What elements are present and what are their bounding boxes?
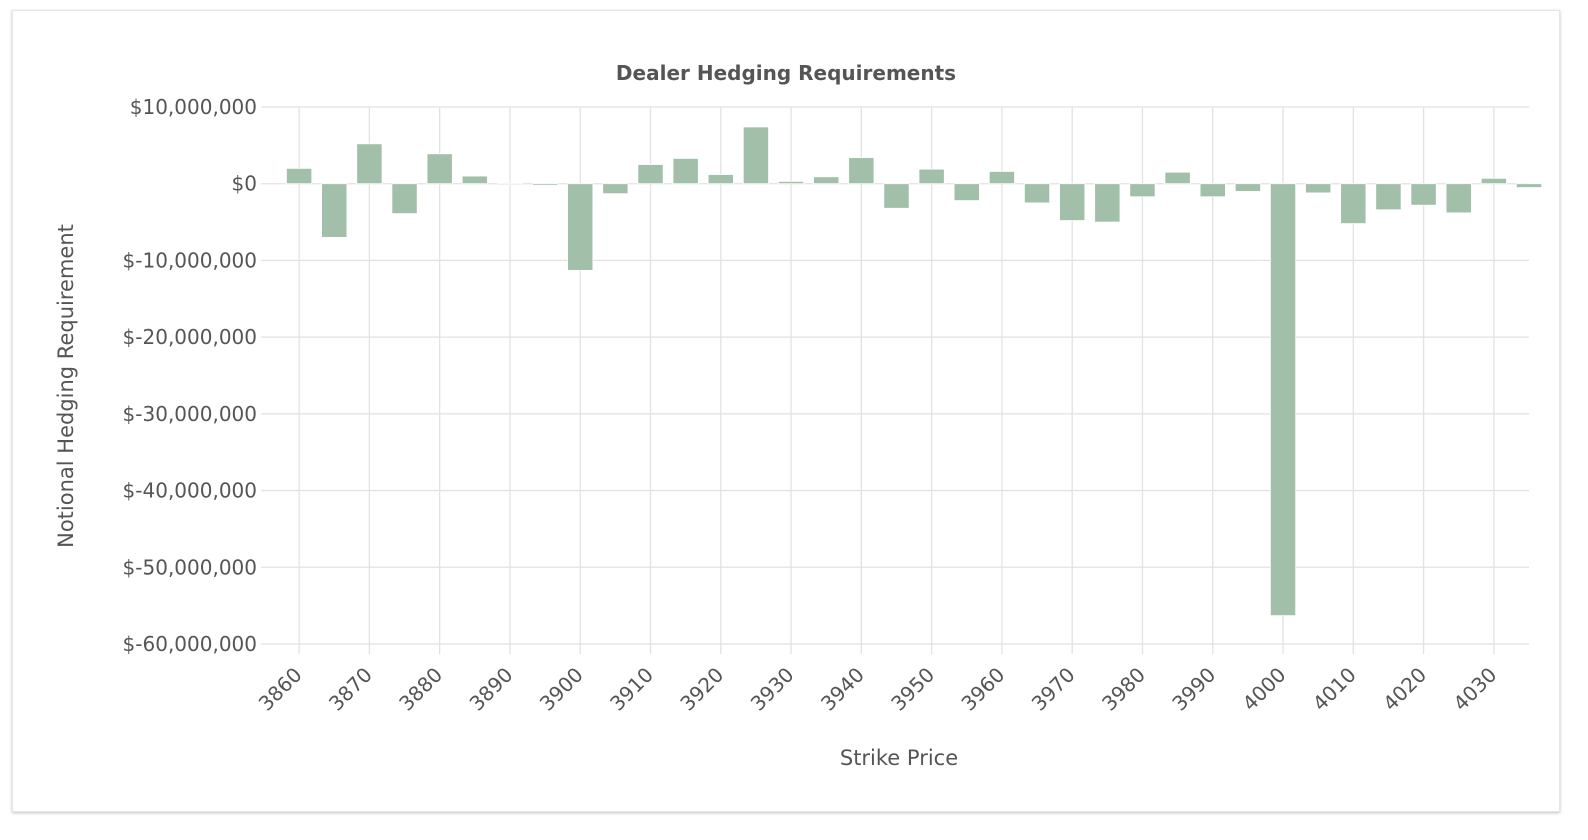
- chart-card: Dealer Hedging Requirements $10,000,000 $…: [12, 10, 1560, 812]
- bar-3970[interactable]: [1059, 183, 1086, 221]
- bar-4005[interactable]: [1305, 183, 1332, 194]
- x-tick-label: 3970: [1027, 663, 1080, 716]
- bar-3940[interactable]: [848, 157, 875, 185]
- bar-3895[interactable]: [532, 183, 559, 186]
- bar-3885[interactable]: [461, 175, 488, 185]
- x-tick-label: 4020: [1378, 663, 1431, 716]
- bar-4030[interactable]: [1480, 177, 1507, 185]
- bar-4020[interactable]: [1410, 183, 1437, 206]
- bar-3935[interactable]: [813, 176, 840, 185]
- bar-3950[interactable]: [918, 168, 945, 185]
- x-axis-title: Strike Price: [840, 746, 958, 770]
- x-tick-label: 3890: [465, 663, 518, 716]
- bar-3880[interactable]: [426, 153, 453, 185]
- x-tick-label: 3950: [886, 663, 939, 716]
- bar-3920[interactable]: [707, 174, 734, 185]
- y-tick-label: $10,000,000: [130, 95, 257, 119]
- x-tick-label: 3900: [535, 663, 588, 716]
- bar-3990[interactable]: [1199, 183, 1226, 198]
- bar-3955[interactable]: [953, 183, 980, 201]
- y-tick-label: $0: [232, 172, 257, 196]
- y-tick-label: $-20,000,000: [123, 325, 257, 349]
- x-tick-label: 3870: [324, 663, 377, 716]
- x-tick-label: 4030: [1448, 663, 1501, 716]
- bar-3975[interactable]: [1094, 183, 1121, 223]
- bar-3985[interactable]: [1164, 171, 1191, 185]
- bar-3915[interactable]: [672, 157, 699, 185]
- y-tick-label: $-30,000,000: [123, 402, 257, 426]
- x-tick-label: 3930: [746, 663, 799, 716]
- bar-3995[interactable]: [1234, 183, 1261, 192]
- bar-4025[interactable]: [1445, 183, 1472, 214]
- x-tick-label: 3960: [956, 663, 1009, 716]
- bar-3910[interactable]: [637, 164, 664, 185]
- bar-3965[interactable]: [1023, 183, 1051, 204]
- y-tick-label: $-10,000,000: [123, 248, 257, 272]
- bar-3870[interactable]: [356, 143, 383, 185]
- x-tick-label: 3910: [605, 663, 658, 716]
- y-tick-label: $-60,000,000: [123, 632, 257, 656]
- bar-3925[interactable]: [742, 126, 769, 185]
- bar-4010[interactable]: [1340, 183, 1367, 225]
- chart-title: Dealer Hedging Requirements: [616, 61, 956, 85]
- y-tick-label: $-50,000,000: [123, 555, 257, 579]
- y-tick-label: $-40,000,000: [123, 479, 257, 503]
- x-tick-label: 3940: [816, 663, 869, 716]
- x-tick-label: 3920: [675, 663, 728, 716]
- bar-4000[interactable]: [1269, 183, 1297, 617]
- bar-4035[interactable]: [1515, 183, 1543, 188]
- bar-3890[interactable]: [496, 183, 523, 186]
- bar-3945[interactable]: [883, 183, 910, 209]
- x-tick-label: 3860: [254, 663, 307, 716]
- y-axis-title: Notional Hedging Requirement: [54, 224, 78, 548]
- x-tick-label: 3990: [1167, 663, 1220, 716]
- bar-3865[interactable]: [321, 183, 348, 238]
- x-tick-label: 4010: [1308, 663, 1361, 716]
- bar-3905[interactable]: [602, 183, 629, 195]
- x-tick-label: 3880: [394, 663, 447, 716]
- x-tick-label: 4000: [1238, 663, 1291, 716]
- bar-3900[interactable]: [567, 183, 594, 271]
- bar-3930[interactable]: [778, 181, 805, 185]
- bar-3980[interactable]: [1129, 183, 1156, 198]
- bar-3875[interactable]: [391, 183, 418, 215]
- bar-3960[interactable]: [988, 171, 1015, 185]
- x-tick-label: 3980: [1097, 663, 1150, 716]
- bar-4015[interactable]: [1375, 183, 1402, 211]
- bar-chart: Dealer Hedging Requirements $10,000,000 $…: [54, 61, 1543, 770]
- bar-3860[interactable]: [286, 167, 313, 185]
